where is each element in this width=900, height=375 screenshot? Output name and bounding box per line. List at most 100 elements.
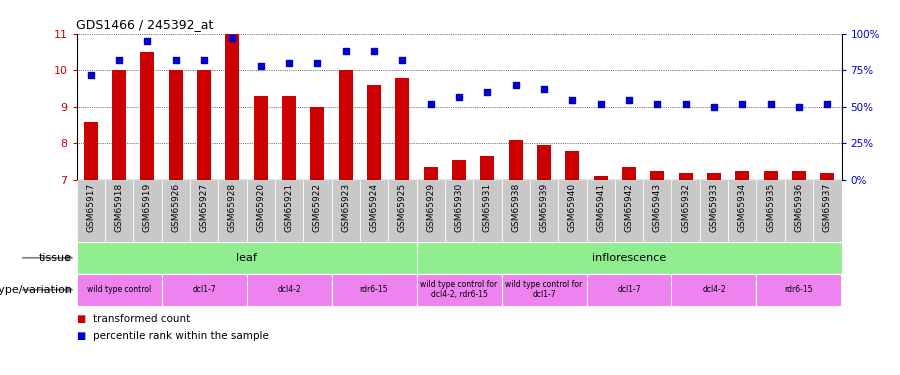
Bar [310, 107, 324, 180]
Bar [225, 34, 239, 180]
Bar [757, 274, 842, 306]
Text: rdr6-15: rdr6-15 [785, 285, 814, 294]
Bar [76, 242, 417, 274]
Text: ■: ■ [76, 331, 86, 340]
Point [565, 97, 580, 103]
Point [367, 48, 382, 54]
Bar [820, 172, 834, 180]
Point [650, 101, 664, 107]
Bar [706, 172, 721, 180]
Point [282, 60, 296, 66]
Text: percentile rank within the sample: percentile rank within the sample [93, 331, 268, 340]
Bar [615, 180, 644, 242]
Point [820, 101, 834, 107]
Bar [792, 171, 806, 180]
Bar [331, 180, 360, 242]
Bar [190, 180, 218, 242]
Bar [331, 274, 417, 306]
Bar [501, 274, 587, 306]
Text: dcl4-2: dcl4-2 [702, 285, 725, 294]
Text: GSM65940: GSM65940 [568, 183, 577, 232]
Point [763, 101, 778, 107]
Point [395, 57, 410, 63]
Point [452, 94, 466, 100]
Text: GSM65931: GSM65931 [482, 183, 491, 232]
Bar [679, 172, 693, 180]
Text: GSM65917: GSM65917 [86, 183, 95, 232]
Bar [76, 180, 104, 242]
Point [197, 57, 211, 63]
Point [480, 89, 494, 95]
Point [225, 35, 239, 41]
Text: GSM65943: GSM65943 [652, 183, 662, 232]
Bar [140, 52, 155, 180]
Point [168, 57, 183, 63]
Bar [417, 242, 842, 274]
Bar [757, 180, 785, 242]
Bar [594, 176, 608, 180]
Bar [445, 180, 473, 242]
Text: inflorescence: inflorescence [592, 253, 666, 263]
Point [622, 97, 636, 103]
Bar [417, 274, 501, 306]
Point [593, 101, 608, 107]
Bar [508, 140, 523, 180]
Text: transformed count: transformed count [93, 314, 190, 324]
Text: GSM65918: GSM65918 [114, 183, 123, 232]
Text: GSM65934: GSM65934 [738, 183, 747, 232]
Text: GSM65926: GSM65926 [171, 183, 180, 232]
Bar [700, 180, 728, 242]
Bar [338, 70, 353, 180]
Bar [247, 274, 331, 306]
Point [679, 101, 693, 107]
Point [792, 104, 806, 110]
Bar [197, 70, 211, 180]
Text: GSM65923: GSM65923 [341, 183, 350, 232]
Point [735, 101, 750, 107]
Text: GSM65920: GSM65920 [256, 183, 266, 232]
Text: GSM65932: GSM65932 [681, 183, 690, 232]
Text: dcl1-7: dcl1-7 [617, 285, 641, 294]
Bar [728, 180, 757, 242]
Bar [367, 85, 381, 180]
Bar [168, 70, 183, 180]
Text: GDS1466 / 245392_at: GDS1466 / 245392_at [76, 18, 214, 31]
Text: wild type control for
dcl1-7: wild type control for dcl1-7 [506, 280, 582, 299]
Bar [785, 180, 814, 242]
Point [84, 72, 98, 78]
Bar [133, 180, 161, 242]
Bar [161, 180, 190, 242]
Text: GSM65935: GSM65935 [766, 183, 775, 232]
Bar [395, 78, 410, 180]
Text: GSM65937: GSM65937 [823, 183, 832, 232]
Bar [558, 180, 587, 242]
Text: GSM65928: GSM65928 [228, 183, 237, 232]
Bar [644, 180, 671, 242]
Bar [622, 167, 636, 180]
Bar [650, 171, 664, 180]
Text: GSM65922: GSM65922 [313, 183, 322, 232]
Text: GSM65933: GSM65933 [709, 183, 718, 232]
Text: GSM65938: GSM65938 [511, 183, 520, 232]
Text: GSM65939: GSM65939 [539, 183, 548, 232]
Point [310, 60, 325, 66]
Point [536, 86, 551, 92]
Text: leaf: leaf [236, 253, 256, 263]
Bar [452, 160, 466, 180]
Bar [587, 274, 671, 306]
Text: GSM65919: GSM65919 [143, 183, 152, 232]
Bar [218, 180, 247, 242]
Point [424, 101, 438, 107]
Bar [360, 180, 388, 242]
Bar [481, 156, 494, 180]
Text: GSM65930: GSM65930 [454, 183, 464, 232]
Text: dcl4-2: dcl4-2 [277, 285, 301, 294]
Text: GSM65929: GSM65929 [427, 183, 436, 232]
Bar [76, 274, 161, 306]
Point [254, 63, 268, 69]
Bar [814, 180, 842, 242]
Bar [735, 171, 750, 180]
Bar [303, 180, 331, 242]
Bar [537, 145, 551, 180]
Bar [417, 180, 445, 242]
